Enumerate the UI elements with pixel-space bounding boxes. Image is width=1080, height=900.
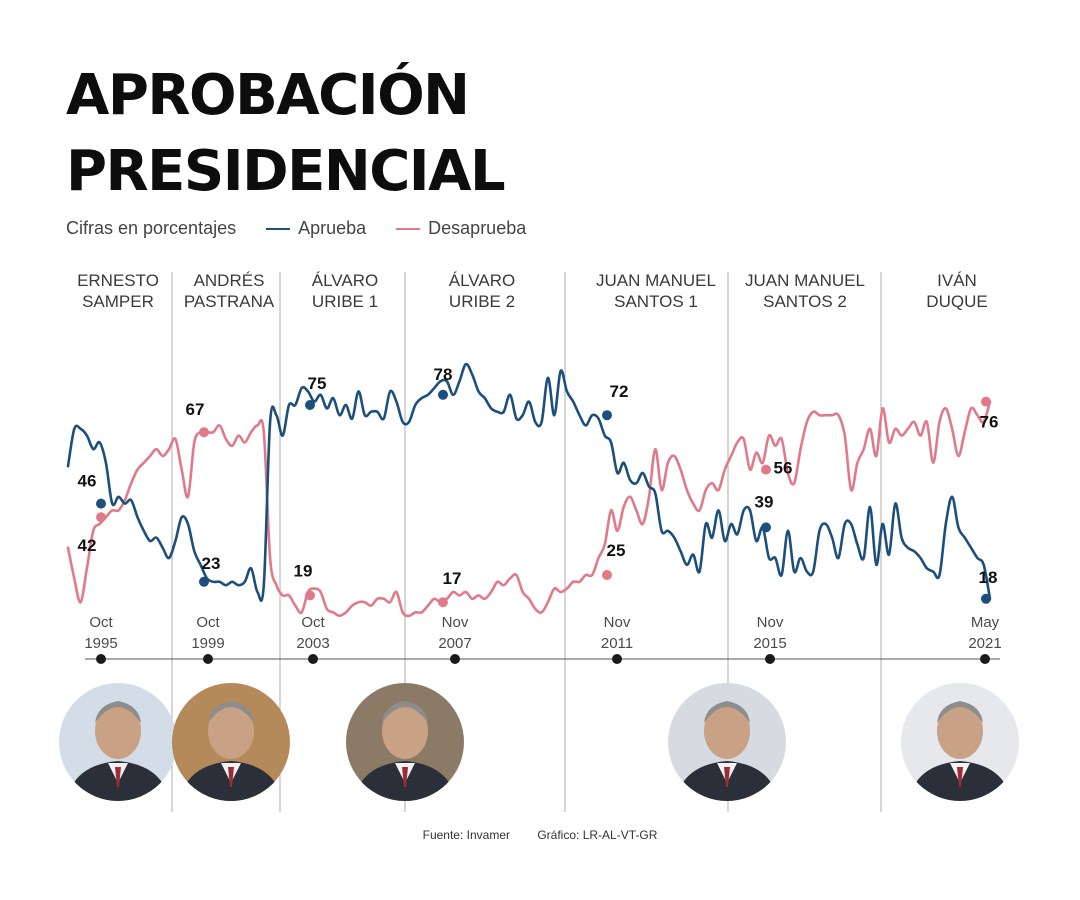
- axis-tick-month-3: Oct: [301, 614, 325, 631]
- approve-point-6: [761, 522, 771, 533]
- president-name-7-line2: DUQUE: [926, 292, 987, 311]
- approve-point-7: [981, 593, 991, 604]
- approve-value-label-3: 75: [308, 374, 327, 393]
- president-name-2-line2: PASTRANA: [184, 292, 275, 311]
- approve-point-3: [305, 400, 315, 410]
- photo-duque: [901, 683, 1019, 801]
- approve-value-label-7: 18: [979, 568, 998, 587]
- axis-tick-dot-1: [96, 654, 106, 664]
- disapprove-point-6: [761, 464, 771, 475]
- approve-value-label-4: 78: [434, 365, 453, 384]
- president-name-2-line1: ANDRÉS: [194, 271, 265, 290]
- axis-tick-dot-3: [308, 654, 318, 664]
- disapprove-point-7: [981, 396, 991, 407]
- president-name-1-line1: ERNESTO: [77, 271, 159, 290]
- series-line-desaprueba: [66, 400, 992, 618]
- portrait-icon: [909, 701, 1011, 801]
- disapprove-point-1: [96, 512, 106, 523]
- legend: Cifras en porcentajes Aprueba Desaprueba: [66, 218, 526, 239]
- president-name-5-line2: SANTOS 1: [614, 292, 698, 311]
- photo-samper: [59, 683, 177, 801]
- axis-tick-month-7: May: [971, 614, 1000, 631]
- president-name-5-line1: JUAN MANUEL: [596, 271, 716, 290]
- axis-tick-year-1: 1995: [84, 635, 117, 652]
- approve-point-4: [438, 389, 448, 400]
- axis-tick-year-5: 2011: [601, 635, 633, 652]
- president-name-7-line1: IVÁN: [937, 271, 977, 290]
- axis-tick-month-1: Oct: [89, 614, 113, 631]
- units-label: Cifras en porcentajes: [66, 218, 237, 238]
- president-name-3-line2: URIBE 1: [312, 292, 378, 311]
- president-name-4-line1: ÁLVARO: [449, 271, 515, 290]
- approve-value-label-6: 39: [755, 492, 774, 511]
- portrait-icon: [180, 701, 282, 801]
- disapprove-value-label-6: 56: [774, 459, 793, 478]
- photo-santos: [668, 683, 786, 801]
- axis-tick-month-4: Nov: [442, 614, 469, 631]
- axis-tick-dot-7: [980, 654, 990, 664]
- president-name-3-line1: ÁLVARO: [312, 271, 378, 290]
- axis-tick-dot-4: [450, 654, 460, 664]
- disapprove-value-label-1: 42: [78, 536, 97, 555]
- axis-tick-dot-5: [612, 654, 622, 664]
- president-name-6-line1: JUAN MANUEL: [745, 271, 865, 290]
- disapprove-value-label-2: 67: [186, 400, 205, 419]
- president-name-4-line2: URIBE 2: [449, 292, 515, 311]
- axis-tick-year-4: 2007: [438, 635, 471, 652]
- series-line-aprueba: [66, 362, 992, 602]
- approve-value-label-1: 46: [78, 472, 97, 491]
- president-name-1-line2: SAMPER: [82, 292, 154, 311]
- legend-swatch-disapprove: [396, 227, 421, 230]
- approve-value-label-5: 72: [610, 382, 629, 401]
- footer: Fuente: Invamer Gráfico: LR-AL-VT-GR: [0, 828, 1080, 842]
- portrait-icon: [354, 701, 456, 801]
- legend-label-approve: Aprueba: [298, 218, 367, 238]
- approve-point-5: [602, 410, 612, 421]
- axis-tick-month-6: Nov: [757, 614, 784, 631]
- chart-title-line-1: APROBACIÓN: [66, 63, 470, 128]
- axis-tick-year-7: 2021: [968, 635, 1001, 652]
- axis-tick-year-3: 2003: [296, 635, 329, 652]
- disapprove-value-label-7: 76: [980, 413, 999, 432]
- approve-value-label-2: 23: [202, 554, 221, 573]
- disapprove-value-label-3: 19: [294, 561, 313, 580]
- approve-point-1: [96, 498, 106, 509]
- portrait-icon: [67, 701, 169, 801]
- portrait-icon: [676, 701, 778, 801]
- axis-tick-dot-6: [765, 654, 775, 664]
- legend-label-disapprove: Desaprueba: [428, 218, 527, 238]
- axis-tick-dot-2: [203, 654, 213, 664]
- approve-point-2: [199, 576, 209, 587]
- axis-tick-year-2: 1999: [191, 635, 224, 652]
- legend-swatch-approve: [266, 227, 291, 230]
- chart-title: APROBACIÓN PRESIDENCIAL: [66, 58, 506, 210]
- disapprove-value-label-4: 17: [443, 569, 462, 588]
- disapprove-value-label-5: 25: [607, 541, 626, 560]
- chart-title-line-2: PRESIDENCIAL: [66, 139, 506, 204]
- photo-uribe: [346, 683, 464, 801]
- axis-tick-month-5: Nov: [604, 614, 631, 631]
- disapprove-point-2: [199, 427, 209, 438]
- source-label: Fuente: Invamer: [422, 828, 510, 842]
- axis-tick-month-2: Oct: [196, 614, 220, 631]
- disapprove-point-3: [305, 590, 315, 601]
- credit-label: Gráfico: LR-AL-VT-GR: [537, 828, 658, 842]
- disapprove-point-4: [438, 597, 448, 608]
- photo-pastrana: [172, 683, 290, 801]
- axis-tick-year-6: 2015: [753, 635, 786, 652]
- president-name-6-line2: SANTOS 2: [763, 292, 847, 311]
- disapprove-point-5: [602, 570, 612, 580]
